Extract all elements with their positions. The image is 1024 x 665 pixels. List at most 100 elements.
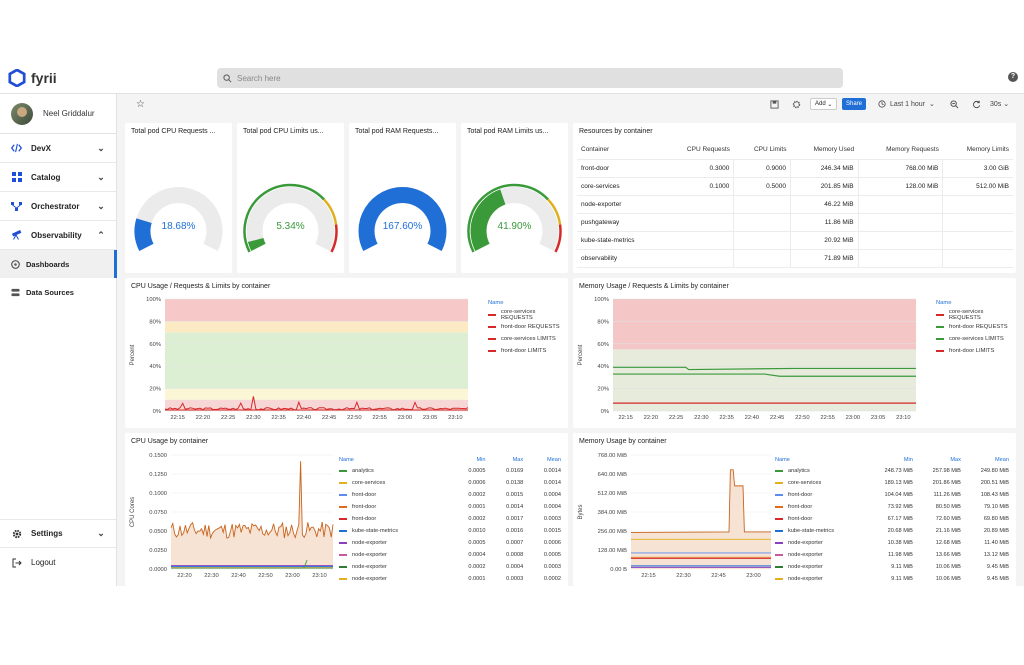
table-cell xyxy=(662,249,735,268)
legend-row[interactable]: front-door 0.0002 0.0015 0.0004 xyxy=(337,489,563,501)
legend-row[interactable]: analytics 248.73 MiB 257.98 MiB 249.80 MiB xyxy=(773,465,1011,477)
column-header[interactable]: Min xyxy=(903,457,913,463)
legend-row[interactable]: node-exporter 11.98 MiB 13.66 MiB 13.12 MiB xyxy=(773,549,1011,561)
legend-row[interactable]: front-door 73.92 MiB 80.50 MiB 79.10 MiB xyxy=(773,501,1011,513)
column-header[interactable]: Max xyxy=(950,457,961,463)
refresh-interval[interactable]: 30s ⌄ xyxy=(990,101,1010,108)
gauge-fill xyxy=(358,187,447,251)
column-header[interactable]: Memory Requests xyxy=(858,141,943,160)
x-tick-label: 23:00 xyxy=(846,415,861,421)
settings-gear-icon[interactable] xyxy=(792,100,801,109)
legend-item[interactable]: core-services LIMITS xyxy=(488,333,568,345)
logout-button[interactable]: Logout xyxy=(0,548,117,577)
legend-row[interactable]: node-exporter 0.0004 0.0008 0.0005 xyxy=(337,549,563,561)
table-cell xyxy=(733,231,791,250)
table-cell xyxy=(858,231,944,250)
legend-cell: 0.0002 xyxy=(468,564,486,570)
sidebar-item-devx[interactable]: DevX ⌄ xyxy=(0,134,117,163)
legend-row[interactable]: node-exporter 9.11 MiB 10.06 MiB 9.45 MiB xyxy=(773,573,1011,585)
legend-cell: core-services xyxy=(773,477,867,489)
legend-row[interactable]: kube-state-metrics 20.68 MiB 21.16 MiB 20.8… xyxy=(773,525,1011,537)
legend-item[interactable]: front-door LIMITS xyxy=(936,345,1016,357)
user-profile[interactable]: Neel Griddalur xyxy=(0,94,117,134)
gauge-value: 18.68% xyxy=(161,221,196,232)
column-header[interactable]: CPU Limits xyxy=(733,141,791,160)
save-icon[interactable] xyxy=(770,99,779,109)
column-header[interactable]: Min xyxy=(476,457,486,463)
y-tick-label: 60% xyxy=(597,342,609,348)
legend-item[interactable]: core-services REQUESTS xyxy=(936,309,1016,321)
legend-cell: front-door xyxy=(337,489,450,501)
column-header[interactable]: Max xyxy=(512,457,524,463)
sidebar-item-orchestrator[interactable]: Orchestrator ⌄ xyxy=(0,192,117,221)
legend-row[interactable]: front-door 0.0001 0.0014 0.0004 xyxy=(337,501,563,513)
share-button[interactable]: Share xyxy=(842,98,867,110)
legend-row[interactable]: core-services 189.13 MiB 201.86 MiB 200.51 … xyxy=(773,477,1011,489)
column-header[interactable]: Name xyxy=(775,457,790,463)
legend-cell: 0.0001 xyxy=(468,576,486,582)
legend-row[interactable]: node-exporter 0.0002 0.0004 0.0003 xyxy=(337,561,563,573)
zoom-out-icon[interactable] xyxy=(950,99,959,109)
legend-cell: 0.0004 xyxy=(543,504,561,510)
legend-row[interactable]: node-exporter 10.38 MiB 12.68 MiB 11.40 MiB xyxy=(773,537,1011,549)
series-spike xyxy=(303,559,308,569)
legend-item[interactable]: front-door REQUESTS xyxy=(936,321,1016,333)
add-button[interactable]: Add ⌄ xyxy=(810,98,838,110)
column-header[interactable]: Name xyxy=(339,457,354,463)
table-cell: 71.89 MiB xyxy=(790,249,859,268)
column-header[interactable]: Mean xyxy=(547,457,561,463)
star-icon[interactable]: ☆ xyxy=(136,98,145,110)
legend-item[interactable]: front-door REQUESTS xyxy=(488,321,568,333)
table-cell: core-services xyxy=(577,177,663,196)
sidebar-item-observability[interactable]: Observability ⌃ xyxy=(0,221,117,250)
series-line xyxy=(613,373,916,377)
legend-cell: 0.0017 xyxy=(506,516,524,522)
search-input[interactable]: Search here xyxy=(217,68,843,88)
logo[interactable]: fyrii xyxy=(8,69,57,87)
legend-cell: kube-state-metrics xyxy=(337,525,450,537)
column-header[interactable]: Mean xyxy=(995,457,1009,463)
legend-row[interactable]: node-exporter 0.0005 0.0007 0.0006 xyxy=(337,537,563,549)
legend-item[interactable]: front-door LIMITS xyxy=(488,345,568,357)
legend-cell: 0.0014 xyxy=(506,504,524,510)
column-header[interactable]: Container xyxy=(577,141,663,160)
legend-swatch xyxy=(339,493,347,496)
legend-swatch xyxy=(339,469,347,472)
legend-cell: 0.0016 xyxy=(506,528,524,534)
legend-row[interactable]: node-exporter 9.11 MiB 10.06 MiB 9.45 MiB xyxy=(773,561,1011,573)
y-tick-label: 128.00 MiB xyxy=(598,548,627,554)
column-header[interactable]: Memory Used xyxy=(790,141,859,160)
legend-cell: node-exporter xyxy=(773,561,867,573)
sidebar-item-data-sources[interactable]: Data Sources xyxy=(0,278,117,306)
y-tick-label: 0.0000 xyxy=(149,567,167,573)
code-icon xyxy=(11,143,22,154)
gauge-chart xyxy=(243,183,338,253)
legend-cell: node-exporter xyxy=(337,549,450,561)
panel-title: Memory Usage / Requests & Limits by cont… xyxy=(579,283,729,290)
legend-swatch xyxy=(488,350,496,352)
sidebar-item-catalog[interactable]: Catalog ⌄ xyxy=(0,163,117,192)
legend-cell: analytics xyxy=(337,465,450,477)
legend-row[interactable]: analytics 0.0005 0.0169 0.0014 xyxy=(337,465,563,477)
legend-label: front-door LIMITS xyxy=(949,348,995,354)
legend-item[interactable]: core-services REQUESTS xyxy=(488,309,568,321)
table-cell: 128.00 MiB xyxy=(858,177,944,196)
table-cell xyxy=(942,249,1013,268)
column-header[interactable]: Memory Limits xyxy=(942,141,1013,160)
gauge-value: 5.34% xyxy=(276,221,305,232)
legend-item[interactable]: core-services LIMITS xyxy=(936,333,1016,345)
help-icon[interactable]: ? xyxy=(1008,72,1018,82)
legend-row[interactable]: front-door 67.17 MiB 72.60 MiB 69.80 MiB xyxy=(773,513,1011,525)
legend-row[interactable]: front-door 0.0002 0.0017 0.0003 xyxy=(337,513,563,525)
legend-row[interactable]: kube-state-metrics 0.0010 0.0016 0.0015 xyxy=(337,525,563,537)
legend-row[interactable]: core-services 0.0006 0.0138 0.0014 xyxy=(337,477,563,489)
sidebar-item-settings[interactable]: Settings ⌄ xyxy=(0,519,117,548)
time-range-picker[interactable]: Last 1 hour ⌄ xyxy=(878,100,935,108)
sidebar-item-dashboards[interactable]: Dashboards xyxy=(0,250,117,278)
column-header[interactable]: CPU Requests xyxy=(662,141,734,160)
legend-swatch xyxy=(339,577,347,580)
legend-row[interactable]: node-exporter 0.0001 0.0003 0.0002 xyxy=(337,573,563,585)
refresh-icon[interactable] xyxy=(972,100,981,109)
legend-row[interactable]: front-door 104.04 MiB 111.26 MiB 108.43 MiB xyxy=(773,489,1011,501)
legend-label: core-services REQUESTS xyxy=(500,309,536,321)
